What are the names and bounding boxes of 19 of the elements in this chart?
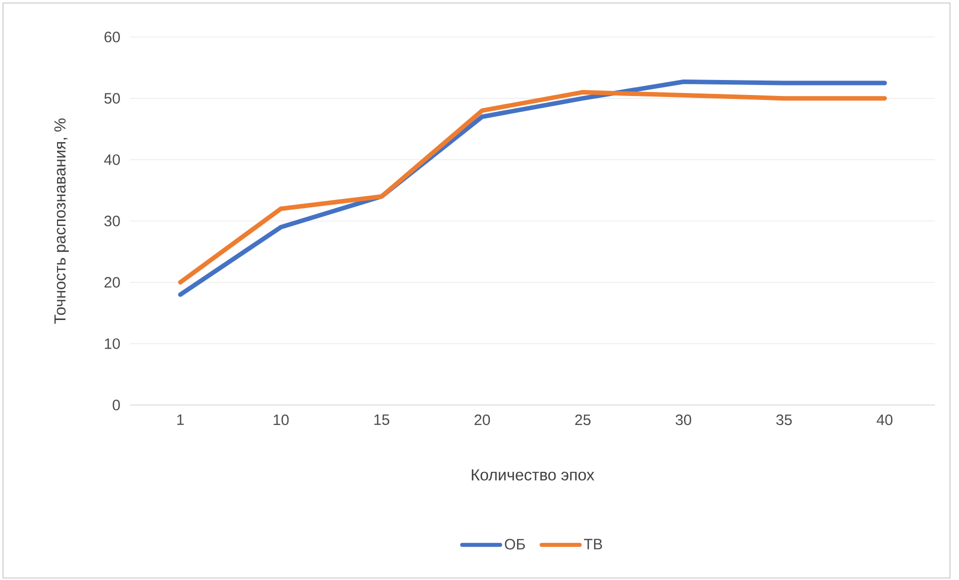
y-tick-label: 40 — [104, 154, 120, 165]
y-tick-label: 0 — [112, 400, 120, 410]
x-tick-label: 20 — [474, 414, 490, 426]
y-tick-label: 20 — [104, 277, 120, 288]
x-tick-label: 35 — [776, 414, 792, 426]
y-tick-label: 50 — [104, 93, 120, 104]
y-tick-label: 60 — [104, 32, 120, 42]
x-tick-label: 40 — [876, 414, 892, 426]
x-tick-label: 1 — [177, 414, 184, 425]
x-axis-title: Количество эпох — [472, 469, 594, 480]
x-tick-label: 10 — [274, 414, 289, 426]
x-tick-label: 15 — [374, 414, 390, 425]
y-axis-title: Точность распознавания, % — [54, 118, 69, 324]
legend-label: ТВ — [584, 538, 602, 550]
x-tick-label: 25 — [575, 414, 591, 426]
x-tick-label: 30 — [676, 414, 692, 426]
y-tick-label: 30 — [104, 216, 120, 226]
y-tick-label: 10 — [104, 338, 120, 349]
legend-label: ОБ — [504, 538, 525, 550]
